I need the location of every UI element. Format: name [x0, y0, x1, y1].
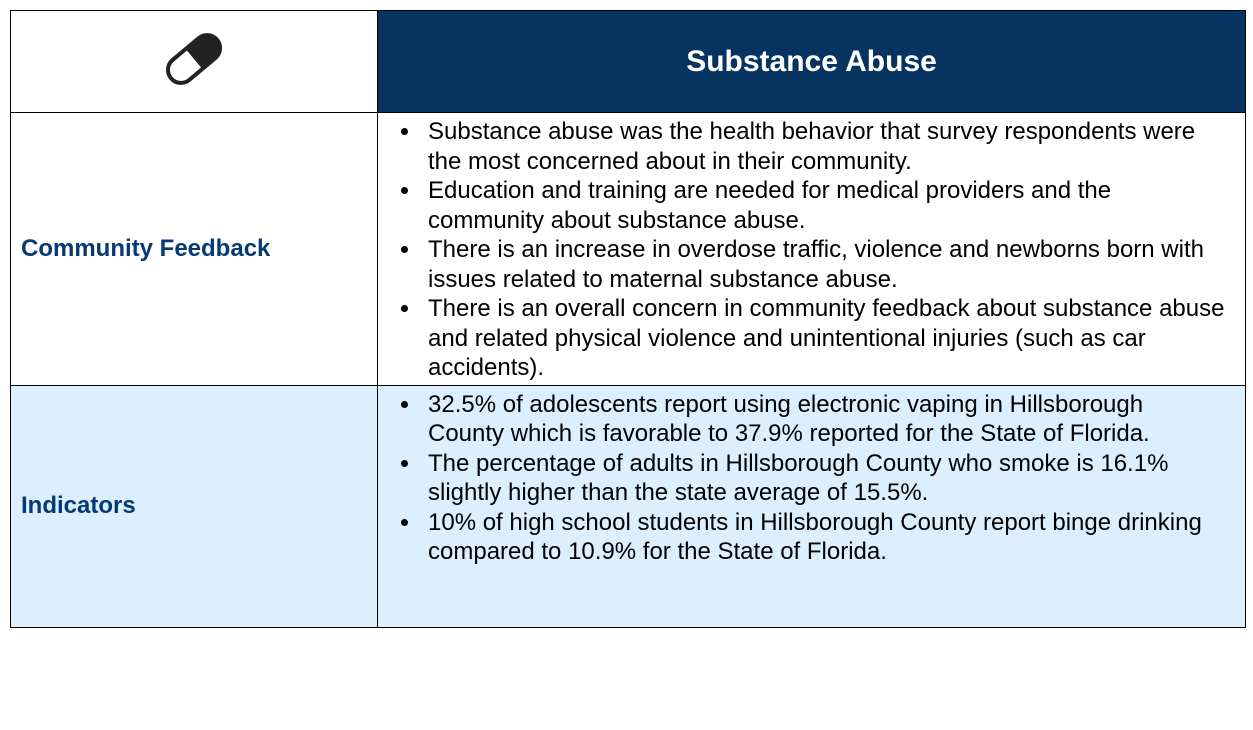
bullet-cell: Substance abuse was the health behavior …	[377, 112, 1246, 386]
bullet-list: Substance abuse was the health behavior …	[378, 113, 1245, 385]
bullet: There is an overall concern in community…	[422, 294, 1225, 383]
header-title: Substance Abuse	[377, 10, 1246, 113]
indicators-row: Indicators 32.5% of adolescents report u…	[10, 384, 1246, 628]
row-label: Community Feedback	[10, 112, 378, 386]
bullet: 32.5% of adolescents report using electr…	[422, 390, 1225, 449]
feedback-row: Community Feedback Substance abuse was t…	[10, 112, 1246, 386]
bullet: 10% of high school students in Hillsboro…	[422, 508, 1225, 567]
header-row: Substance Abuse	[10, 10, 1246, 113]
bullet: The percentage of adults in Hillsborough…	[422, 449, 1225, 508]
bullet-cell: 32.5% of adolescents report using electr…	[377, 384, 1246, 628]
bullet: Education and training are needed for me…	[422, 176, 1225, 235]
topic-table: Substance Abuse Community Feedback Subst…	[10, 10, 1246, 628]
icon-cell	[10, 10, 378, 113]
row-label: Indicators	[10, 384, 378, 628]
pill-icon	[165, 33, 223, 85]
bullet: Substance abuse was the health behavior …	[422, 117, 1225, 176]
bullet: There is an increase in overdose traffic…	[422, 235, 1225, 294]
bullet-list: 32.5% of adolescents report using electr…	[378, 386, 1245, 627]
